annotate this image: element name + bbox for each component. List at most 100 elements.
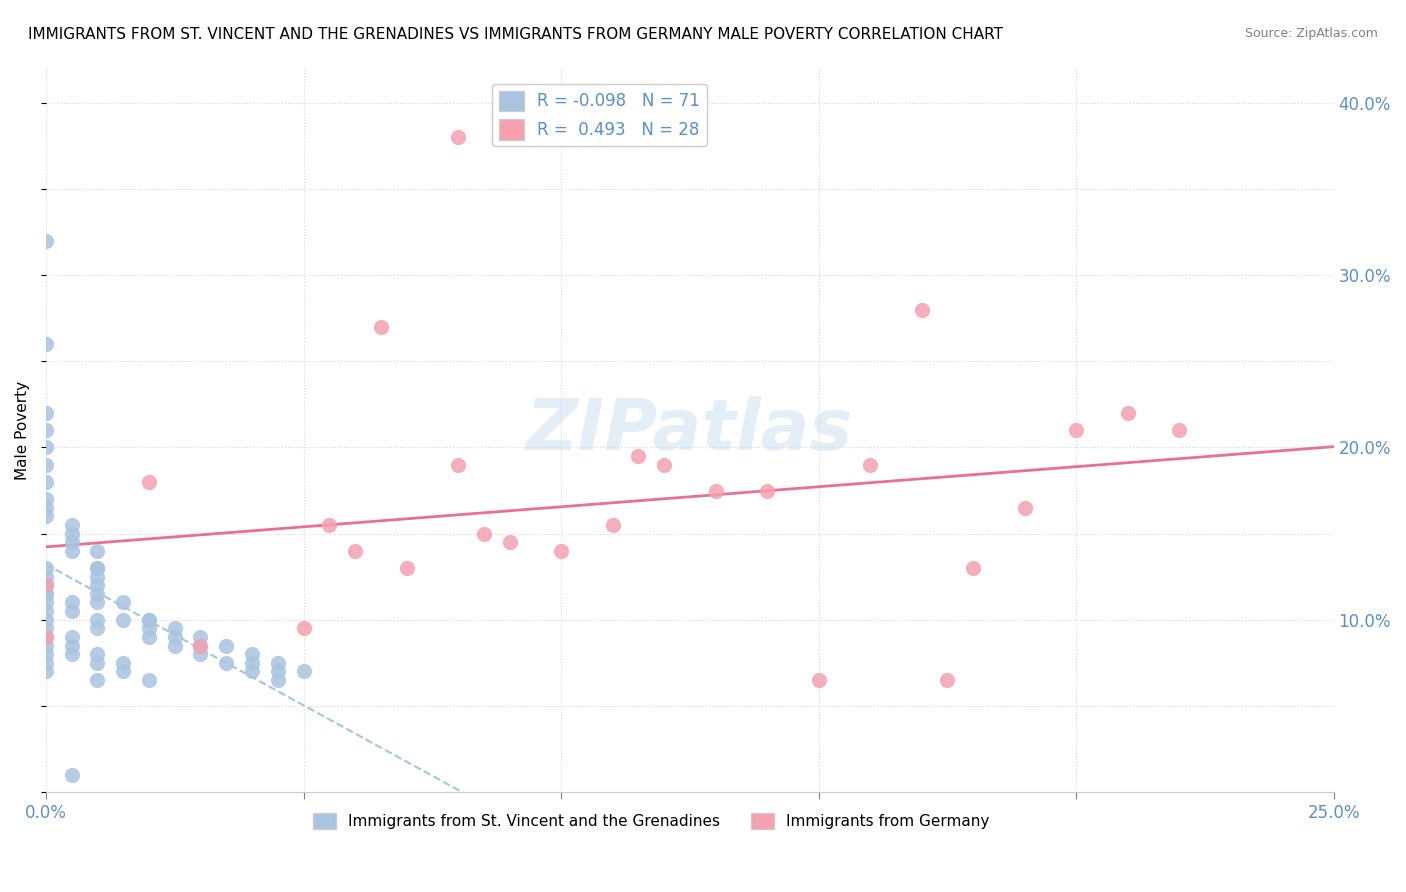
Point [86, 578, 108, 592]
Point [267, 673, 290, 687]
Point [240, 656, 263, 670]
Point [756, 483, 779, 498]
Point [60, 630, 83, 644]
Point [35, 647, 58, 661]
Point [86, 595, 108, 609]
Point [35, 630, 58, 644]
Point [112, 595, 135, 609]
Point [112, 665, 135, 679]
Legend: Immigrants from St. Vincent and the Grenadines, Immigrants from Germany: Immigrants from St. Vincent and the Gren… [307, 806, 995, 835]
Point [86, 587, 108, 601]
Text: ZIPatlas: ZIPatlas [526, 396, 853, 465]
Point [267, 665, 290, 679]
Point [472, 526, 495, 541]
Point [163, 621, 186, 635]
Point [190, 647, 212, 661]
Point [447, 458, 470, 472]
Point [35, 441, 58, 455]
Point [138, 621, 160, 635]
Point [318, 518, 340, 533]
Point [86, 569, 108, 583]
Point [190, 630, 212, 644]
Point [35, 587, 58, 601]
Point [86, 621, 108, 635]
Point [35, 578, 58, 592]
Point [138, 613, 160, 627]
Point [86, 561, 108, 575]
Point [859, 458, 882, 472]
Point [112, 656, 135, 670]
Point [1116, 406, 1139, 420]
Point [35, 458, 58, 472]
Point [35, 578, 58, 592]
Point [35, 639, 58, 653]
Point [807, 673, 830, 687]
Point [370, 319, 392, 334]
Point [190, 639, 212, 653]
Point [35, 656, 58, 670]
Point [112, 613, 135, 627]
Text: IMMIGRANTS FROM ST. VINCENT AND THE GRENADINES VS IMMIGRANTS FROM GERMANY MALE P: IMMIGRANTS FROM ST. VINCENT AND THE GREN… [28, 27, 1002, 42]
Point [86, 561, 108, 575]
Point [267, 656, 290, 670]
Point [60, 535, 83, 549]
Point [35, 500, 58, 515]
Point [240, 665, 263, 679]
Point [163, 639, 186, 653]
Text: Source: ZipAtlas.com: Source: ZipAtlas.com [1244, 27, 1378, 40]
Point [35, 604, 58, 618]
Point [86, 544, 108, 558]
Point [910, 302, 932, 317]
Point [550, 544, 572, 558]
Point [35, 337, 58, 351]
Point [35, 509, 58, 524]
Point [936, 673, 959, 687]
Point [215, 639, 238, 653]
Point [86, 656, 108, 670]
Point [1168, 423, 1191, 437]
Point [60, 647, 83, 661]
Point [60, 639, 83, 653]
Point [627, 449, 650, 463]
Point [292, 665, 315, 679]
Point [395, 561, 418, 575]
Point [60, 768, 83, 782]
Point [962, 561, 984, 575]
Point [138, 475, 160, 489]
Point [60, 518, 83, 533]
Point [652, 458, 675, 472]
Point [35, 475, 58, 489]
Point [60, 604, 83, 618]
Point [704, 483, 727, 498]
Point [60, 526, 83, 541]
Point [35, 492, 58, 507]
Point [60, 595, 83, 609]
Point [35, 587, 58, 601]
Point [447, 130, 470, 145]
Point [163, 630, 186, 644]
Point [240, 647, 263, 661]
Point [35, 621, 58, 635]
Point [35, 665, 58, 679]
Point [138, 673, 160, 687]
Point [1014, 500, 1036, 515]
Point [35, 423, 58, 437]
Y-axis label: Male Poverty: Male Poverty [15, 381, 30, 480]
Point [343, 544, 366, 558]
Point [190, 639, 212, 653]
Point [602, 518, 624, 533]
Point [35, 561, 58, 575]
Point [86, 647, 108, 661]
Point [60, 544, 83, 558]
Point [1064, 423, 1087, 437]
Point [138, 613, 160, 627]
Point [86, 673, 108, 687]
Point [35, 613, 58, 627]
Point [498, 535, 520, 549]
Point [35, 595, 58, 609]
Point [86, 613, 108, 627]
Point [35, 569, 58, 583]
Point [35, 406, 58, 420]
Point [215, 656, 238, 670]
Point [35, 630, 58, 644]
